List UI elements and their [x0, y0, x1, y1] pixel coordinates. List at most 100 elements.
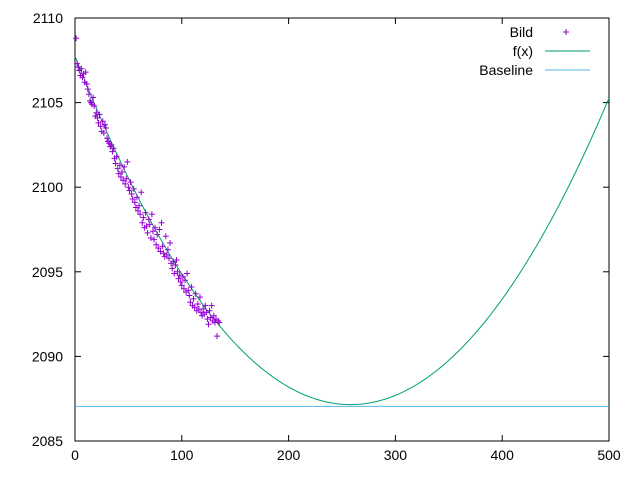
bild-point — [136, 202, 143, 209]
bild-point — [192, 290, 199, 297]
bild-point — [104, 135, 111, 142]
bild-point — [163, 251, 170, 258]
legend-label: f(x) — [513, 43, 533, 59]
bild-point — [172, 262, 179, 269]
bild-point — [148, 211, 155, 218]
bild-point — [184, 270, 191, 277]
bild-point — [182, 277, 189, 284]
bild-point — [128, 190, 135, 197]
x-tick-label: 200 — [277, 447, 301, 463]
bild-point — [214, 333, 221, 340]
bild-point — [145, 216, 152, 223]
bild-point — [102, 124, 109, 131]
y-tick-label: 2090 — [32, 348, 63, 364]
bild-point — [173, 256, 180, 263]
bild-point — [95, 119, 102, 126]
bild-point — [205, 321, 212, 328]
bild-point — [178, 282, 185, 289]
bild-point — [97, 123, 104, 130]
bild-point — [191, 304, 198, 311]
bild-point — [179, 273, 186, 280]
bild-point — [176, 272, 183, 279]
bild-point — [114, 165, 121, 172]
bild-point — [73, 35, 80, 42]
bild-point — [125, 184, 132, 191]
fx-curve — [74, 55, 610, 406]
x-axis-tick-labels: 0 100 200 300 400 500 — [71, 447, 621, 463]
plot-area — [73, 35, 610, 407]
bild-point — [174, 268, 181, 275]
bild-point — [162, 233, 169, 240]
bild-point — [207, 314, 214, 321]
bild-point — [204, 316, 211, 323]
y-tick-label: 2110 — [33, 10, 63, 26]
bild-point — [216, 319, 223, 326]
bild-point — [93, 109, 100, 116]
bild-point — [151, 236, 158, 243]
bild-point — [165, 255, 172, 262]
bild-point — [112, 160, 119, 167]
bild-point — [123, 175, 130, 182]
bild-point — [139, 219, 146, 226]
bild-point — [122, 180, 129, 187]
bild-point — [96, 111, 103, 118]
bild-point — [200, 306, 207, 313]
legend: Bild f(x) Baseline — [479, 24, 590, 78]
y-tick-label: 2095 — [32, 264, 63, 280]
x-tick-label: 500 — [597, 447, 621, 463]
bild-point — [78, 65, 85, 72]
bild-point — [90, 94, 97, 101]
bild-point — [160, 250, 167, 257]
y-axis-tick-labels: 2085 2090 2095 2100 2105 2110 — [32, 10, 63, 449]
bild-point — [146, 221, 153, 228]
bild-point — [152, 224, 159, 231]
fx-series — [74, 55, 610, 406]
x-tick-label: 300 — [384, 447, 408, 463]
bild-point — [206, 307, 213, 314]
bild-point — [116, 162, 123, 169]
bild-point — [157, 248, 164, 255]
bild-point — [186, 292, 193, 299]
bild-point — [129, 196, 136, 203]
bild-point — [74, 60, 81, 67]
y-tick-label: 2105 — [32, 95, 63, 111]
y-tick-label: 2085 — [32, 433, 63, 449]
bild-point — [75, 64, 82, 71]
bild-point — [155, 245, 162, 252]
bild-point — [132, 204, 139, 211]
bild-point — [138, 189, 145, 196]
bild-point — [158, 219, 165, 226]
bild-point — [169, 265, 176, 272]
x-tick-label: 400 — [491, 447, 515, 463]
bild-point — [126, 187, 133, 194]
bild-point — [190, 295, 197, 302]
bild-point — [144, 229, 151, 236]
bild-point — [117, 174, 124, 181]
legend-marker — [563, 29, 569, 35]
bild-point — [210, 312, 217, 319]
bild-point — [194, 300, 201, 307]
bild-point — [94, 114, 101, 121]
bild-point — [83, 80, 90, 87]
bild-point — [177, 278, 184, 285]
bild-point — [208, 302, 215, 309]
bild-point — [187, 299, 194, 306]
bild-point — [156, 226, 163, 233]
bild-point — [84, 86, 91, 93]
bild-point — [118, 168, 125, 175]
bild-point — [121, 163, 128, 170]
bild-point — [85, 91, 92, 98]
bild-point — [135, 207, 142, 214]
bild-point — [154, 231, 161, 238]
bild-point — [133, 194, 140, 201]
bild-point — [147, 234, 154, 241]
bild-point — [115, 170, 122, 177]
bild-point — [185, 287, 192, 294]
legend-label: Bild — [510, 24, 533, 40]
bild-point — [149, 228, 156, 235]
bild-point — [164, 246, 171, 253]
plot-frame — [74, 17, 610, 442]
bild-point — [91, 102, 98, 109]
bild-point — [142, 209, 149, 216]
bild-point — [203, 309, 210, 316]
